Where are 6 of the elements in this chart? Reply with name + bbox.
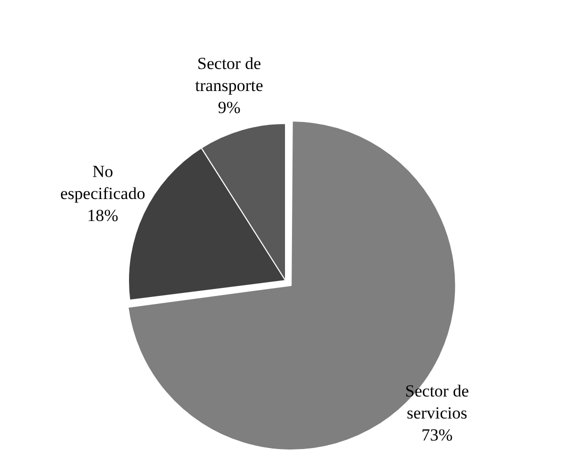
data-label: 73% (421, 426, 453, 445)
slice-label: No especificado (60, 162, 146, 203)
data-label: 9% (218, 98, 240, 117)
data-label: 18% (87, 206, 118, 225)
slice-label: Sector de transporte (195, 54, 264, 95)
slice-label: Sector de servicios (405, 382, 469, 423)
